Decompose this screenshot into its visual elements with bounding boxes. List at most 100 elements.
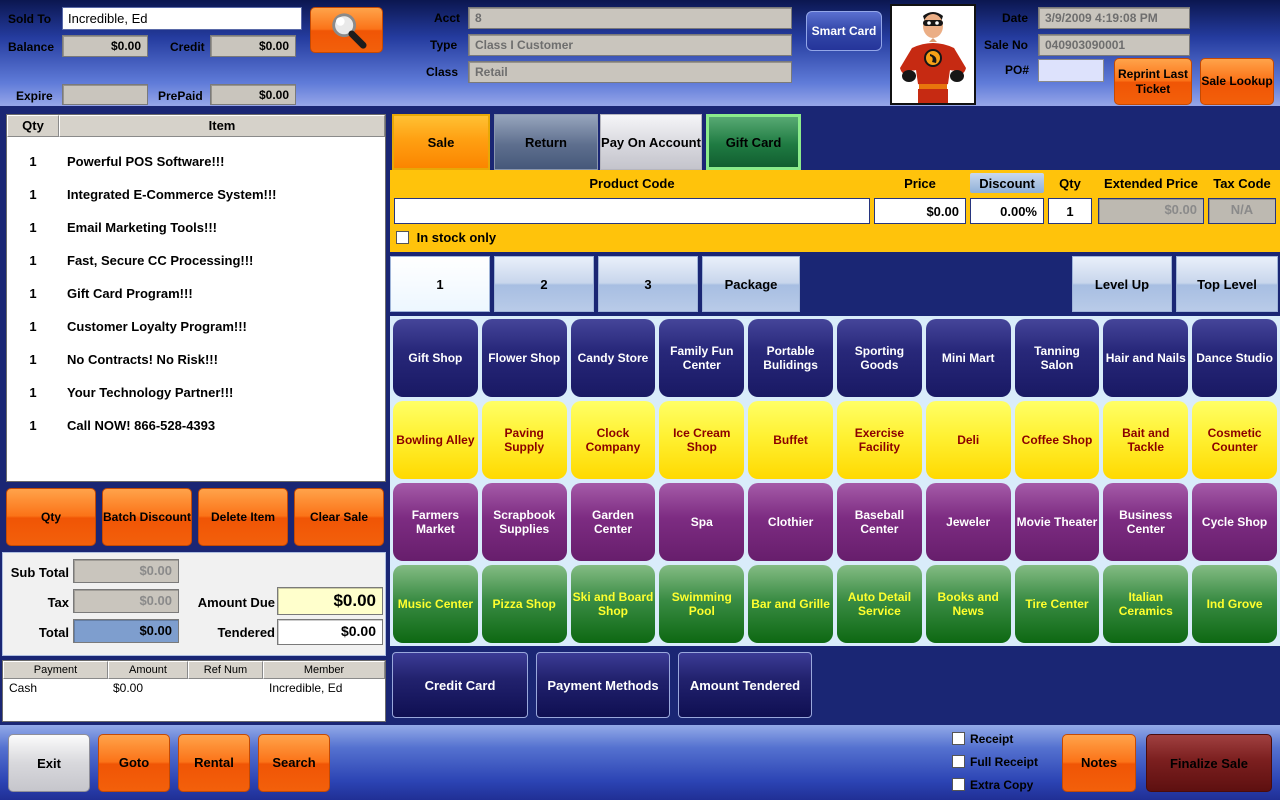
in-stock-only-checkbox[interactable]: In stock only: [396, 230, 496, 245]
amount-column-header: Amount: [108, 661, 188, 679]
category-bowling-alley[interactable]: Bowling Alley: [393, 401, 478, 479]
discount-input[interactable]: [970, 198, 1044, 224]
batch-discount-button[interactable]: Batch Discount: [102, 488, 192, 546]
category-farmers-market[interactable]: Farmers Market: [393, 483, 478, 561]
amount-due-field: $0.00: [277, 587, 383, 615]
bottom-bar: Exit Goto Rental Search Receipt Full Rec…: [0, 725, 1280, 800]
cart-row[interactable]: 1 Customer Loyalty Program!!!: [29, 319, 247, 334]
tab-return[interactable]: Return: [494, 114, 598, 170]
finalize-sale-button[interactable]: Finalize Sale: [1146, 734, 1272, 792]
customer-search-button[interactable]: [310, 7, 383, 53]
category-tanning-salon[interactable]: Tanning Salon: [1014, 319, 1100, 397]
total-field: $0.00: [73, 619, 179, 643]
category-flower-shop[interactable]: Flower Shop: [481, 319, 567, 397]
po-input[interactable]: [1038, 59, 1104, 82]
level-tab-1[interactable]: 1: [390, 256, 490, 312]
category-music-center[interactable]: Music Center: [393, 565, 478, 643]
qty-input[interactable]: [1048, 198, 1092, 224]
category-mini-mart[interactable]: Mini Mart: [925, 319, 1011, 397]
cart-row[interactable]: 1 Gift Card Program!!!: [29, 286, 193, 301]
cart-row[interactable]: 1 Your Technology Partner!!!: [29, 385, 234, 400]
full-receipt-checkbox[interactable]: Full Receipt: [952, 755, 1038, 769]
cart-row[interactable]: 1 No Contracts! No Risk!!!: [29, 352, 218, 367]
sold-to-input[interactable]: [62, 7, 302, 30]
category-exercise-facility[interactable]: Exercise Facility: [837, 401, 922, 479]
goto-button[interactable]: Goto: [98, 734, 170, 792]
category-ice-cream-shop[interactable]: Ice Cream Shop: [659, 401, 745, 479]
cart-row[interactable]: 1 Email Marketing Tools!!!: [29, 220, 217, 235]
qty-button[interactable]: Qty: [6, 488, 96, 546]
category-jeweler[interactable]: Jeweler: [925, 483, 1011, 561]
category-tire-center[interactable]: Tire Center: [1014, 565, 1100, 643]
cart-row[interactable]: 1 Fast, Secure CC Processing!!!: [29, 253, 254, 268]
category-paving-supply[interactable]: Paving Supply: [481, 401, 567, 479]
category-baseball-center[interactable]: Baseball Center: [837, 483, 922, 561]
category-sporting-goods[interactable]: Sporting Goods: [837, 319, 922, 397]
sold-to-label: Sold To: [8, 12, 52, 26]
category-candy-store[interactable]: Candy Store: [570, 319, 656, 397]
receipt-checkbox[interactable]: Receipt: [952, 732, 1013, 746]
search-button[interactable]: Search: [258, 734, 330, 792]
checkbox-box-icon: [952, 778, 965, 791]
rental-button[interactable]: Rental: [178, 734, 250, 792]
category-ind-grove[interactable]: Ind Grove: [1192, 565, 1277, 643]
totals-panel: Sub Total $0.00 Tax $0.00 Total $0.00 Am…: [2, 552, 386, 656]
smart-card-button[interactable]: Smart Card: [806, 11, 882, 51]
tendered-field[interactable]: $0.00: [277, 619, 383, 645]
category-cycle-shop[interactable]: Cycle Shop: [1192, 483, 1277, 561]
category-pizza-shop[interactable]: Pizza Shop: [481, 565, 567, 643]
level-up-button[interactable]: Level Up: [1072, 256, 1172, 312]
category-portable-buildings[interactable]: Portable Bulidings: [748, 319, 833, 397]
cart-row[interactable]: 1 Integrated E-Commerce System!!!: [29, 187, 277, 202]
payment-column-header: Payment: [3, 661, 108, 679]
category-cosmetic-counter[interactable]: Cosmetic Counter: [1192, 401, 1277, 479]
category-gift-shop[interactable]: Gift Shop: [393, 319, 478, 397]
category-family-fun-center[interactable]: Family Fun Center: [659, 319, 745, 397]
reprint-last-ticket-button[interactable]: Reprint Last Ticket: [1114, 58, 1192, 105]
category-dance-studio[interactable]: Dance Studio: [1192, 319, 1277, 397]
category-ski-and-board-shop[interactable]: Ski and Board Shop: [570, 565, 656, 643]
category-swimming-pool[interactable]: Swimming Pool: [659, 565, 745, 643]
delete-item-button[interactable]: Delete Item: [198, 488, 288, 546]
clear-sale-button[interactable]: Clear Sale: [294, 488, 384, 546]
category-books-and-news[interactable]: Books and News: [925, 565, 1011, 643]
category-italian-ceramics[interactable]: Italian Ceramics: [1103, 565, 1189, 643]
credit-card-button[interactable]: Credit Card: [392, 652, 528, 718]
tab-sale[interactable]: Sale: [392, 114, 490, 170]
category-garden-center[interactable]: Garden Center: [570, 483, 656, 561]
payment-row[interactable]: Cash $0.00 Incredible, Ed: [9, 681, 343, 695]
tax-label: Tax: [47, 595, 69, 610]
extra-copy-checkbox[interactable]: Extra Copy: [952, 778, 1033, 792]
tab-pay-on-account[interactable]: Pay On Account: [600, 114, 702, 170]
top-level-button[interactable]: Top Level: [1176, 256, 1278, 312]
date-label: Date: [1002, 11, 1029, 25]
category-scrapbook-supplies[interactable]: Scrapbook Supplies: [481, 483, 567, 561]
category-coffee-shop[interactable]: Coffee Shop: [1014, 401, 1100, 479]
category-auto-detail-service[interactable]: Auto Detail Service: [837, 565, 922, 643]
product-code-input[interactable]: [394, 198, 870, 224]
category-clothier[interactable]: Clothier: [748, 483, 833, 561]
level-tab-3[interactable]: 3: [598, 256, 698, 312]
category-deli[interactable]: Deli: [925, 401, 1011, 479]
category-bait-and-tackle[interactable]: Bait and Tackle: [1103, 401, 1189, 479]
date-field: 3/9/2009 4:19:08 PM: [1038, 7, 1190, 29]
tab-gift-card[interactable]: Gift Card: [706, 114, 801, 170]
notes-button[interactable]: Notes: [1062, 734, 1136, 792]
cart-row[interactable]: 1 Call NOW! 866-528-4393: [29, 418, 216, 433]
level-tab-package[interactable]: Package: [702, 256, 800, 312]
category-buffet[interactable]: Buffet: [748, 401, 833, 479]
payment-methods-button[interactable]: Payment Methods: [536, 652, 670, 718]
category-bar-and-grille[interactable]: Bar and Grille: [748, 565, 833, 643]
level-tab-2[interactable]: 2: [494, 256, 594, 312]
member-column-header: Member: [263, 661, 385, 679]
cart-row[interactable]: 1 Powerful POS Software!!!: [29, 154, 225, 169]
category-spa[interactable]: Spa: [659, 483, 745, 561]
amount-tendered-button[interactable]: Amount Tendered: [678, 652, 812, 718]
sale-lookup-button[interactable]: Sale Lookup: [1200, 58, 1274, 105]
category-hair-and-nails[interactable]: Hair and Nails: [1103, 319, 1189, 397]
category-movie-theater[interactable]: Movie Theater: [1014, 483, 1100, 561]
price-input[interactable]: [874, 198, 966, 224]
category-clock-company[interactable]: Clock Company: [570, 401, 656, 479]
exit-button[interactable]: Exit: [8, 734, 90, 792]
category-business-center[interactable]: Business Center: [1103, 483, 1189, 561]
